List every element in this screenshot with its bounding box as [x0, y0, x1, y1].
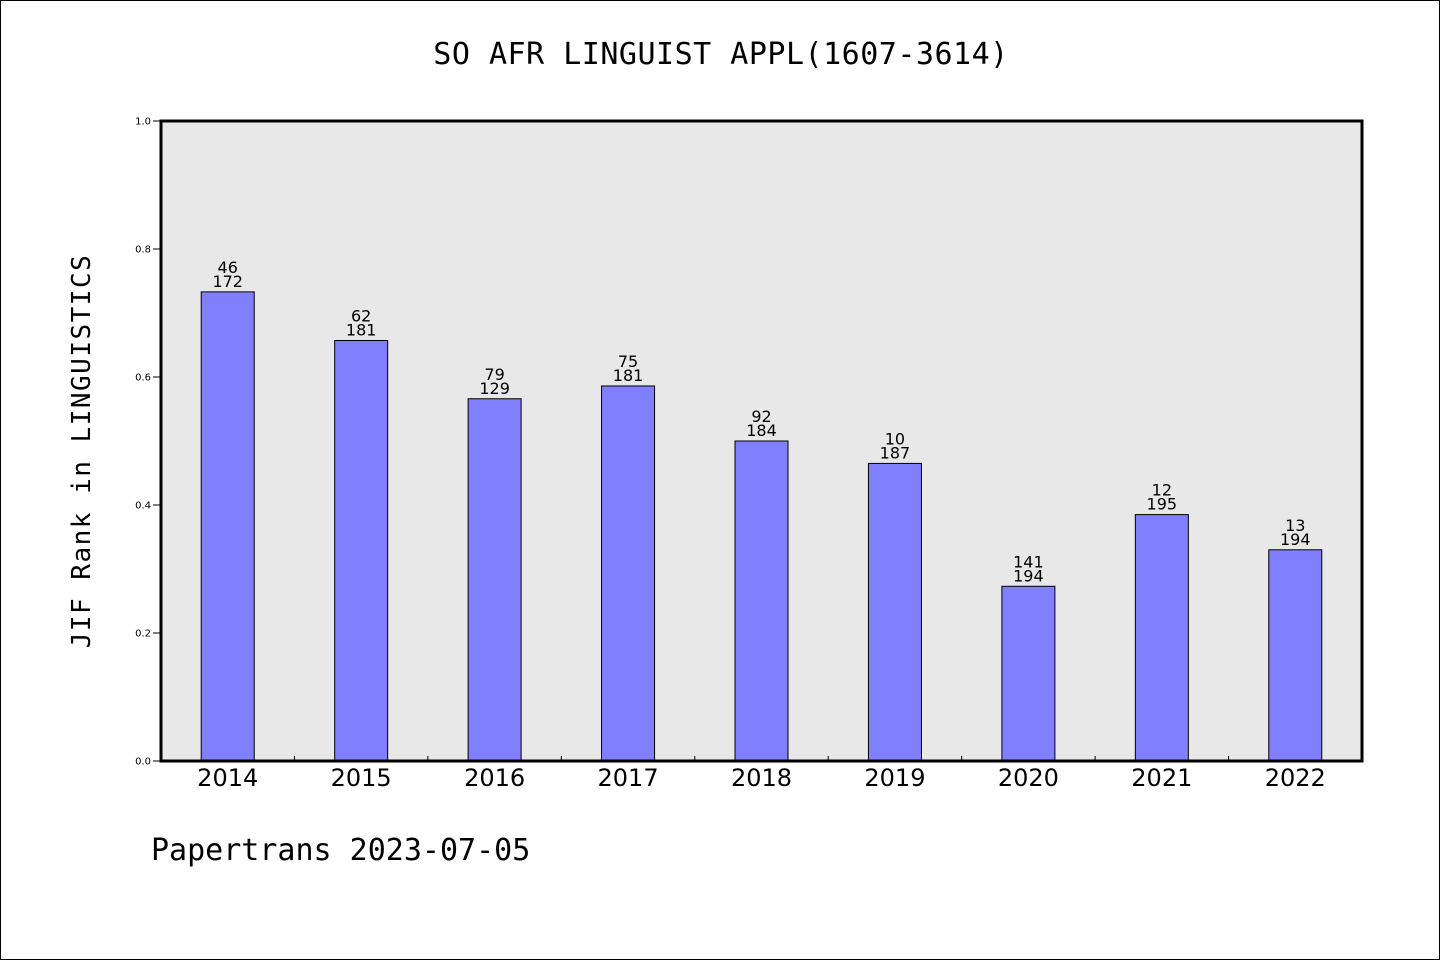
data-label-total: 181 [346, 321, 377, 340]
data-label-total: 194 [1013, 566, 1044, 585]
bar-2020 [1001, 585, 1056, 762]
bar-2015 [334, 340, 389, 762]
data-label-rank: 62 [351, 307, 371, 326]
y-tick-label: 0.6 [135, 373, 151, 384]
y-tick-label: 0.2 [135, 629, 151, 640]
data-label-rank: 10 [885, 429, 905, 448]
data-label-rank: 13 [1285, 516, 1305, 535]
bar-2016 [467, 398, 522, 762]
x-tick-label: 2020 [998, 764, 1059, 792]
bar-2019 [867, 462, 922, 762]
data-label-total: 194 [1280, 530, 1311, 549]
x-tick-label: 2014 [197, 764, 258, 792]
x-tick-label: 2016 [464, 764, 525, 792]
y-tick-label: 0.0 [135, 757, 151, 768]
x-tick-label: 2022 [1265, 764, 1326, 792]
y-tick-label: 1.0 [135, 117, 151, 128]
data-label-total: 129 [479, 379, 510, 398]
x-tick-label: 2015 [331, 764, 392, 792]
data-label-rank: 79 [484, 365, 504, 384]
bar-2021 [1134, 514, 1189, 762]
data-label-rank: 92 [751, 407, 771, 426]
x-tick-label: 2021 [1131, 764, 1192, 792]
chart-title: SO AFR LINGUIST APPL(1607-3614) [433, 37, 1009, 72]
plot-frame [159, 119, 1364, 763]
data-label-rank: 75 [618, 352, 638, 371]
y-tick-label: 0.4 [135, 501, 151, 512]
x-tick-label: 2019 [864, 764, 925, 792]
x-tick-label: 2017 [598, 764, 659, 792]
bar-2018 [734, 440, 789, 762]
bar-2014 [200, 291, 255, 762]
data-label-total: 195 [1147, 495, 1178, 514]
footer-watermark: Papertrans 2023-07-05 [151, 833, 531, 868]
data-label-total: 181 [613, 366, 644, 385]
data-label-rank: 141 [1013, 552, 1044, 571]
bar-2017 [601, 385, 656, 762]
data-label-rank: 46 [218, 258, 238, 277]
bar-2022 [1268, 549, 1323, 762]
data-label-total: 187 [880, 443, 911, 462]
data-label-total: 184 [746, 421, 777, 440]
data-label-rank: 12 [1152, 481, 1172, 500]
y-tick-label: 0.8 [135, 245, 151, 256]
data-label-total: 172 [212, 272, 243, 291]
x-tick-label: 2018 [731, 764, 792, 792]
